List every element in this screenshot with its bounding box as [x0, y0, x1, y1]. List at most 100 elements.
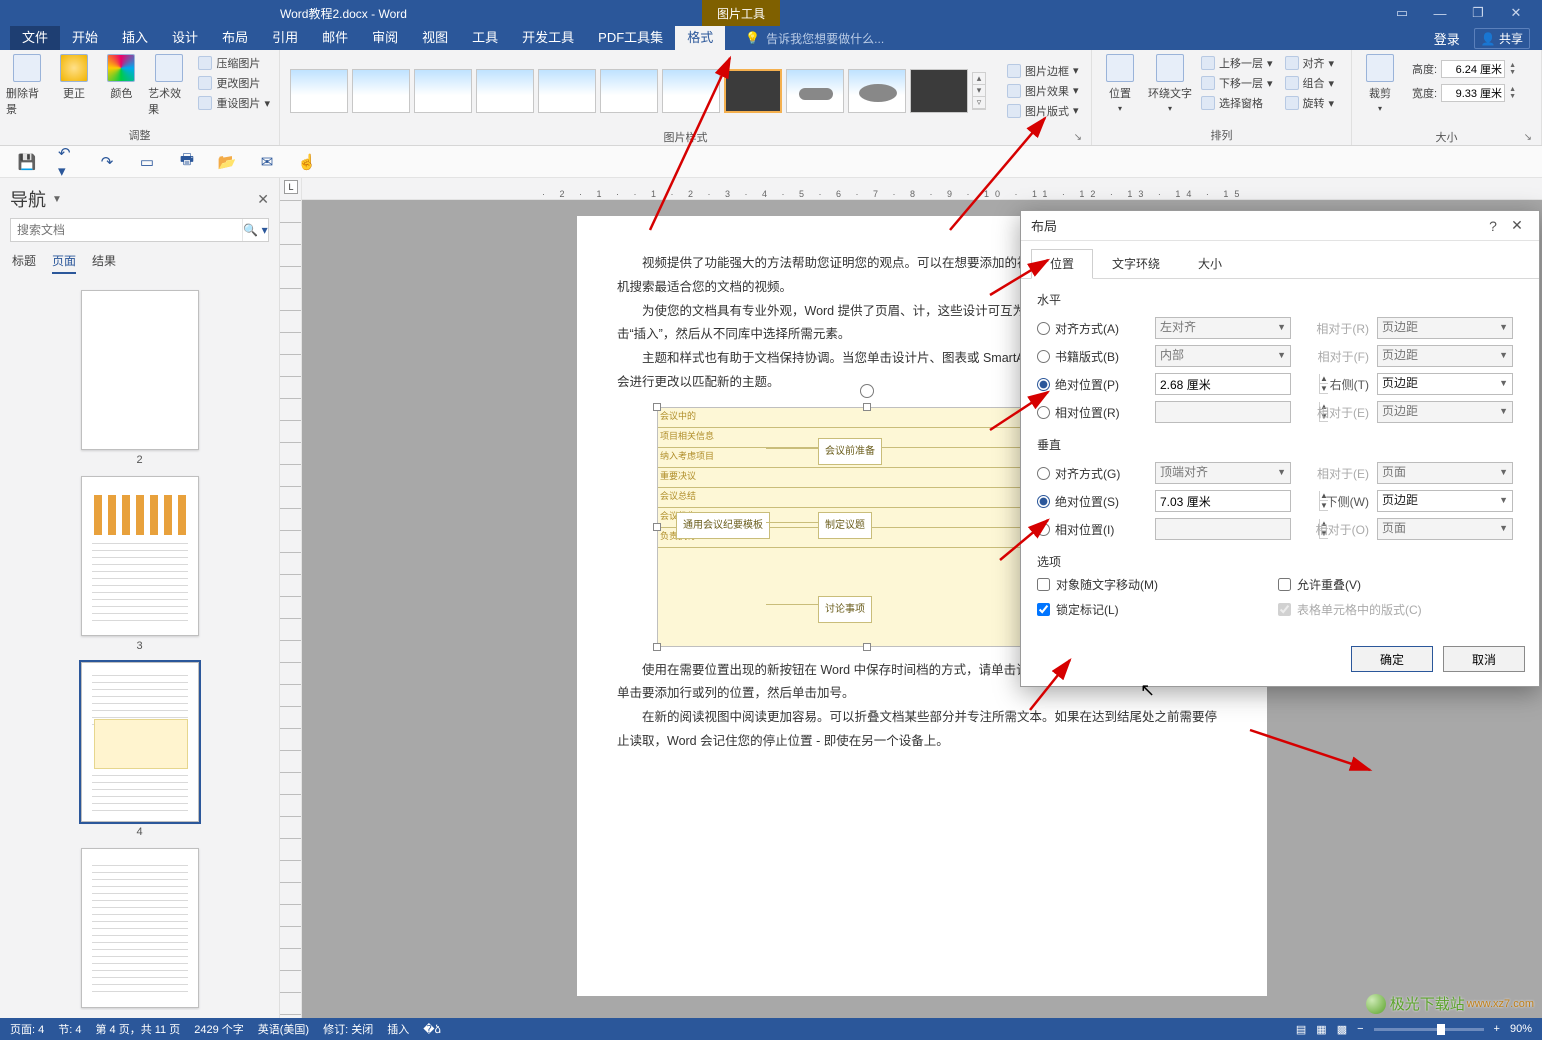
dialog-tab-wrap[interactable]: 文字环绕 — [1093, 249, 1179, 278]
tab-mailings[interactable]: 邮件 — [310, 26, 360, 50]
send-backward-button[interactable]: 下移一层 ▾ — [1198, 74, 1276, 92]
zoom-out-icon[interactable]: − — [1357, 1023, 1363, 1035]
undo-icon[interactable]: ↶ ▾ — [58, 153, 76, 171]
cancel-button[interactable]: 取消 — [1443, 646, 1525, 672]
bring-forward-button[interactable]: 上移一层 ▾ — [1198, 54, 1276, 72]
nav-tab-results[interactable]: 结果 — [92, 252, 116, 274]
picture-styles-gallery[interactable]: ▴▾▿ — [286, 65, 990, 117]
height-input[interactable] — [1441, 60, 1505, 78]
h-abs-radio[interactable]: 绝对位置(P) — [1037, 376, 1147, 393]
resize-handle[interactable] — [653, 643, 661, 651]
resize-handle[interactable] — [863, 643, 871, 651]
contextual-tab-picture-tools[interactable]: 图片工具 — [702, 0, 780, 26]
touch-mode-icon[interactable]: ☝ — [298, 153, 316, 171]
tell-me[interactable]: 💡 告诉我您想要做什么... — [745, 30, 884, 47]
ok-button[interactable]: 确定 — [1351, 646, 1433, 672]
search-input[interactable] — [11, 219, 242, 241]
selected-picture[interactable]: 通用会议纪要模板 会议前准备 制定议题 讨论事项 会议中的 项目相关信息 纳入考… — [657, 407, 1077, 647]
corrections-button[interactable]: 更正 — [53, 54, 94, 101]
dialog-tab-size[interactable]: 大小 — [1179, 249, 1241, 278]
rotate-button[interactable]: 旋转 ▾ — [1282, 94, 1338, 112]
selection-pane-button[interactable]: 选择窗格 — [1198, 94, 1276, 112]
search-icon[interactable]: 🔍 ▾ — [242, 219, 268, 241]
dialog-help-icon[interactable]: ? — [1481, 218, 1505, 234]
dialog-close-icon[interactable]: ✕ — [1505, 217, 1529, 234]
h-relpos-radio[interactable]: 相对位置(R) — [1037, 404, 1147, 421]
resize-handle[interactable] — [653, 523, 661, 531]
color-button[interactable]: 颜色 — [101, 54, 142, 101]
move-with-text-checkbox[interactable]: 对象随文字移动(M) — [1037, 576, 1158, 593]
tab-selector-icon[interactable]: L — [284, 180, 298, 194]
thumb-page-4[interactable]: 4 — [81, 662, 199, 838]
allow-overlap-checkbox[interactable]: 允许重叠(V) — [1278, 576, 1422, 593]
thumb-page-2[interactable]: 2 — [81, 290, 199, 466]
new-icon[interactable]: ▭ — [138, 153, 156, 171]
rotate-handle-icon[interactable] — [860, 384, 874, 398]
tab-design[interactable]: 设计 — [160, 26, 210, 50]
thumb-page-5[interactable]: 5 — [81, 848, 199, 1010]
read-mode-icon[interactable]: ▤ — [1296, 1023, 1306, 1036]
wrap-text-button[interactable]: 环绕文字▾ — [1148, 54, 1192, 113]
lock-anchor-checkbox[interactable]: 锁定标记(L) — [1037, 601, 1158, 618]
crop-button[interactable]: 裁剪▾ — [1358, 54, 1402, 113]
status-track-changes[interactable]: 修订: 关闭 — [323, 1021, 373, 1037]
v-align-radio[interactable]: 对齐方式(G) — [1037, 465, 1147, 482]
resize-handle[interactable] — [863, 403, 871, 411]
picture-effects-button[interactable]: 图片效果 ▾ — [1004, 82, 1082, 100]
status-section[interactable]: 节: 4 — [58, 1021, 81, 1037]
email-icon[interactable]: ✉ — [258, 153, 276, 171]
nav-close-icon[interactable]: ✕ — [257, 191, 269, 208]
picture-layout-button[interactable]: 图片版式 ▾ — [1004, 102, 1082, 120]
v-abs-input[interactable]: ▲▼ — [1155, 490, 1291, 512]
size-launcher-icon[interactable]: ↘ — [1358, 132, 1535, 143]
thumb-page-3[interactable]: 3 — [81, 476, 199, 652]
tab-insert[interactable]: 插入 — [110, 26, 160, 50]
v-relpos-radio[interactable]: 相对位置(I) — [1037, 521, 1147, 538]
save-icon[interactable]: 💾 — [18, 153, 36, 171]
tab-home[interactable]: 开始 — [60, 26, 110, 50]
remove-background-button[interactable]: 删除背景 — [6, 54, 47, 117]
dialog-titlebar[interactable]: 布局 ? ✕ — [1021, 211, 1539, 241]
position-button[interactable]: 位置▾ — [1098, 54, 1142, 113]
minimize-icon[interactable]: — — [1432, 5, 1448, 21]
tab-tools[interactable]: 工具 — [460, 26, 510, 50]
tab-file[interactable]: 文件 — [10, 26, 60, 50]
open-icon[interactable]: 📂 — [218, 153, 236, 171]
tab-view[interactable]: 视图 — [410, 26, 460, 50]
nav-tab-pages[interactable]: 页面 — [52, 252, 76, 274]
gallery-more-button[interactable]: ▴▾▿ — [972, 72, 986, 110]
picture-border-button[interactable]: 图片边框 ▾ — [1004, 62, 1082, 80]
tab-review[interactable]: 审阅 — [360, 26, 410, 50]
redo-icon[interactable]: ↷ — [98, 153, 116, 171]
status-insert-mode[interactable]: 插入 — [387, 1021, 409, 1037]
styles-launcher-icon[interactable]: ↘ — [286, 132, 1085, 143]
close-icon[interactable]: ✕ — [1508, 5, 1524, 21]
group-button[interactable]: 组合 ▾ — [1282, 74, 1338, 92]
status-words[interactable]: 2429 个字 — [194, 1021, 244, 1037]
restore-icon[interactable]: ❐ — [1470, 5, 1486, 21]
status-language[interactable]: 英语(美国) — [258, 1021, 309, 1037]
change-picture-button[interactable]: 更改图片 — [195, 74, 273, 92]
v-abs-rel-select[interactable]: 页边距▼ — [1377, 490, 1513, 512]
resize-handle[interactable] — [653, 403, 661, 411]
nav-tab-headings[interactable]: 标题 — [12, 252, 36, 274]
login-link[interactable]: 登录 — [1434, 29, 1460, 48]
nav-dropdown-icon[interactable]: ▼ — [52, 194, 62, 205]
reset-picture-button[interactable]: 重设图片 ▾ — [195, 94, 273, 112]
ribbon-display-options-icon[interactable]: ▭ — [1394, 5, 1410, 21]
status-page-of[interactable]: 第 4 页，共 11 页 — [95, 1021, 180, 1037]
zoom-value[interactable]: 90% — [1510, 1023, 1532, 1035]
zoom-slider[interactable] — [1374, 1028, 1484, 1031]
artistic-effects-button[interactable]: 艺术效果 — [148, 54, 189, 117]
tab-pdf[interactable]: PDF工具集 — [586, 26, 675, 50]
h-abs-input[interactable]: ▲▼ — [1155, 373, 1291, 395]
print-layout-icon[interactable]: ▦ — [1316, 1023, 1326, 1036]
tab-developer[interactable]: 开发工具 — [510, 26, 586, 50]
align-button[interactable]: 对齐 ▾ — [1282, 54, 1338, 72]
nav-search[interactable]: 🔍 ▾ — [10, 218, 269, 242]
v-abs-radio[interactable]: 绝对位置(S) — [1037, 493, 1147, 510]
status-page[interactable]: 页面: 4 — [10, 1021, 44, 1037]
web-layout-icon[interactable]: ▩ — [1337, 1023, 1347, 1036]
h-align-radio[interactable]: 对齐方式(A) — [1037, 320, 1147, 337]
compress-pictures-button[interactable]: 压缩图片 — [195, 54, 273, 72]
